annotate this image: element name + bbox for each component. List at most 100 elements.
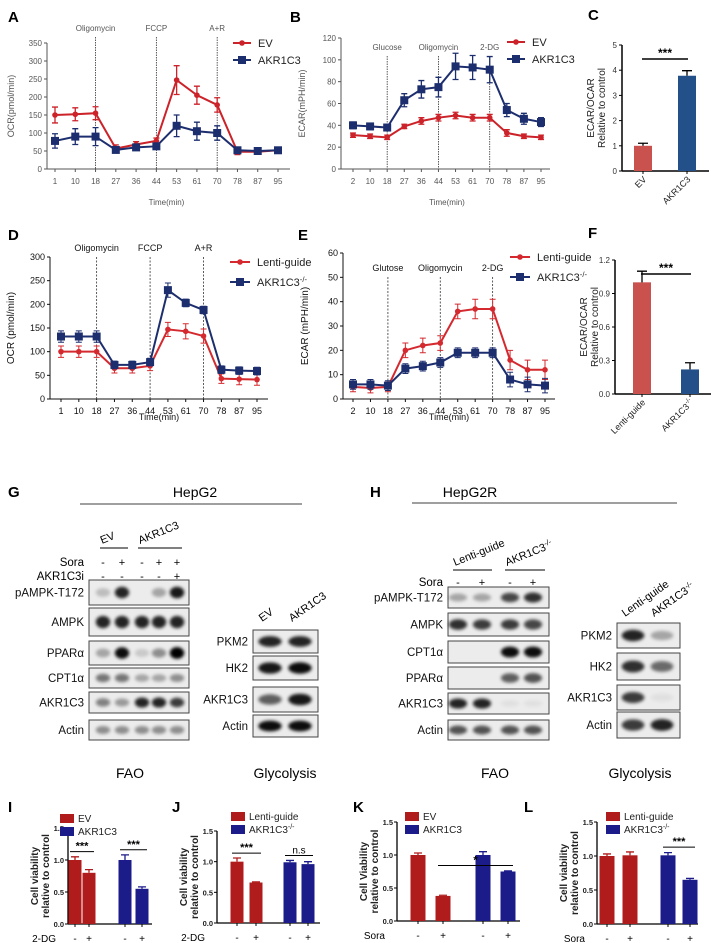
treatment-sign: + bbox=[139, 934, 145, 943]
data-point bbox=[383, 123, 392, 132]
data-point bbox=[453, 348, 462, 357]
significance-label: *** bbox=[240, 842, 254, 854]
x-tick-label: 87 bbox=[519, 177, 528, 186]
blot-row-label: AKR1C3 bbox=[398, 699, 443, 711]
x-tick-label: 70 bbox=[199, 406, 209, 416]
condition-sign: - bbox=[101, 557, 105, 569]
data-point bbox=[199, 306, 208, 315]
condition-sign: + bbox=[530, 577, 536, 589]
significance-label: *** bbox=[659, 261, 673, 275]
condition-sign: - bbox=[157, 571, 161, 583]
data-point bbox=[383, 381, 392, 390]
panel-label-L: L bbox=[524, 799, 533, 816]
y-axis-title: Cell viability bbox=[179, 847, 190, 906]
legend-label: Lenti-guide bbox=[249, 812, 299, 823]
series-lenti-guide bbox=[350, 298, 548, 394]
data-point bbox=[173, 77, 180, 83]
blot-band bbox=[151, 674, 167, 682]
treatment-sign: + bbox=[627, 934, 633, 943]
series-ev bbox=[350, 111, 544, 141]
legend-label-main: AKR1C3 bbox=[423, 825, 462, 836]
y-tick-label: 0.5 bbox=[383, 884, 393, 893]
blot-band bbox=[448, 698, 468, 709]
series-line bbox=[352, 65, 542, 129]
blot-row-label: pAMPK-T172 bbox=[15, 588, 84, 600]
panel-label-H: H bbox=[370, 484, 381, 501]
data-point bbox=[91, 132, 100, 141]
condition-sign: - bbox=[140, 571, 144, 583]
x-tick-label: 10 bbox=[74, 406, 84, 416]
y-axis-title: Cell viability bbox=[30, 846, 41, 905]
blot-band bbox=[650, 719, 674, 731]
x-tick-label: 27 bbox=[400, 177, 409, 186]
error-bar bbox=[638, 142, 648, 146]
blot-row-label: HK2 bbox=[226, 663, 248, 675]
blot-band bbox=[500, 725, 520, 735]
data-point bbox=[537, 118, 545, 127]
group-label: Lenti-guide bbox=[452, 537, 507, 569]
y-tick-label: 1.5 bbox=[54, 824, 64, 833]
error-bar bbox=[685, 362, 695, 370]
x-tick-label: 95 bbox=[274, 177, 283, 186]
data-point bbox=[472, 306, 478, 312]
y-tick-label: 200 bbox=[29, 93, 43, 102]
blot-band bbox=[134, 648, 150, 658]
bar-lenti-guide bbox=[622, 855, 638, 924]
y-tick-label: 0 bbox=[613, 167, 618, 176]
blot-band bbox=[621, 719, 645, 731]
x-tick-label: 87 bbox=[234, 406, 244, 416]
treatment-sign: + bbox=[505, 931, 511, 942]
blot-row-cpt1α: CPT1α bbox=[48, 667, 190, 689]
x-tick-label: 53 bbox=[453, 406, 463, 416]
x-tick-label: 95 bbox=[537, 177, 546, 186]
blot-band bbox=[448, 619, 468, 630]
panel-label-G: G bbox=[8, 484, 20, 501]
blot-band bbox=[151, 726, 167, 734]
blot-row-pkm2: PKM2 bbox=[581, 622, 681, 649]
data-point bbox=[214, 102, 220, 108]
error-bar bbox=[686, 877, 694, 880]
injection-label: Oligomycin bbox=[419, 43, 459, 52]
y-axis-title-2: Relative to control bbox=[597, 68, 608, 148]
y-tick-label: 1.0 bbox=[54, 856, 64, 865]
data-point bbox=[181, 298, 190, 307]
data-point bbox=[163, 286, 172, 295]
y-tick-label: 1.5 bbox=[383, 818, 393, 827]
category-label: AKR1C3 bbox=[661, 174, 693, 206]
blot-row-pampk-t172: pAMPK-T172 bbox=[374, 586, 550, 609]
blot-row-label: AMPK bbox=[410, 620, 443, 632]
blot-band bbox=[500, 619, 520, 630]
y-tick-label: 120 bbox=[323, 34, 337, 43]
x-tick-label: 18 bbox=[383, 406, 393, 416]
blot-band bbox=[288, 636, 312, 647]
condition-sign: + bbox=[174, 557, 180, 569]
x-tick-label: 44 bbox=[152, 177, 161, 186]
y-tick-label: 1.5 bbox=[583, 818, 593, 827]
chart-B: 0 20 40 60 80 100 120 2 10 18 27 36 44 53 61 70 78 87 95 Gl… bbox=[297, 34, 575, 207]
y-axis-title-2: relative to control bbox=[190, 835, 201, 919]
data-point bbox=[367, 133, 373, 140]
bar-ev bbox=[82, 872, 96, 924]
condition-sign: - bbox=[140, 557, 144, 569]
y-tick-label: 0.9 bbox=[599, 290, 611, 299]
data-point bbox=[194, 92, 200, 98]
data-point bbox=[233, 146, 242, 155]
bar-akr1c3 bbox=[682, 879, 698, 924]
treatment-label: 2-DG bbox=[181, 933, 205, 943]
blot-membrane bbox=[447, 666, 550, 690]
x-tick-label: 70 bbox=[213, 177, 222, 186]
lane-label: AKR1C3 bbox=[287, 590, 329, 624]
x-axis-title: Time(min) bbox=[149, 198, 185, 207]
group-label-main: AKR1C3 bbox=[504, 542, 548, 569]
legend-swatch bbox=[405, 812, 419, 821]
x-tick-label: 61 bbox=[181, 406, 191, 416]
data-point bbox=[488, 348, 497, 357]
x-tick-label: 1 bbox=[53, 177, 58, 186]
data-point bbox=[146, 358, 155, 367]
treatment-sign: - bbox=[288, 933, 291, 943]
blot-row-label: AKR1C3 bbox=[203, 695, 248, 707]
series-ev bbox=[52, 65, 281, 156]
data-point bbox=[350, 132, 356, 138]
